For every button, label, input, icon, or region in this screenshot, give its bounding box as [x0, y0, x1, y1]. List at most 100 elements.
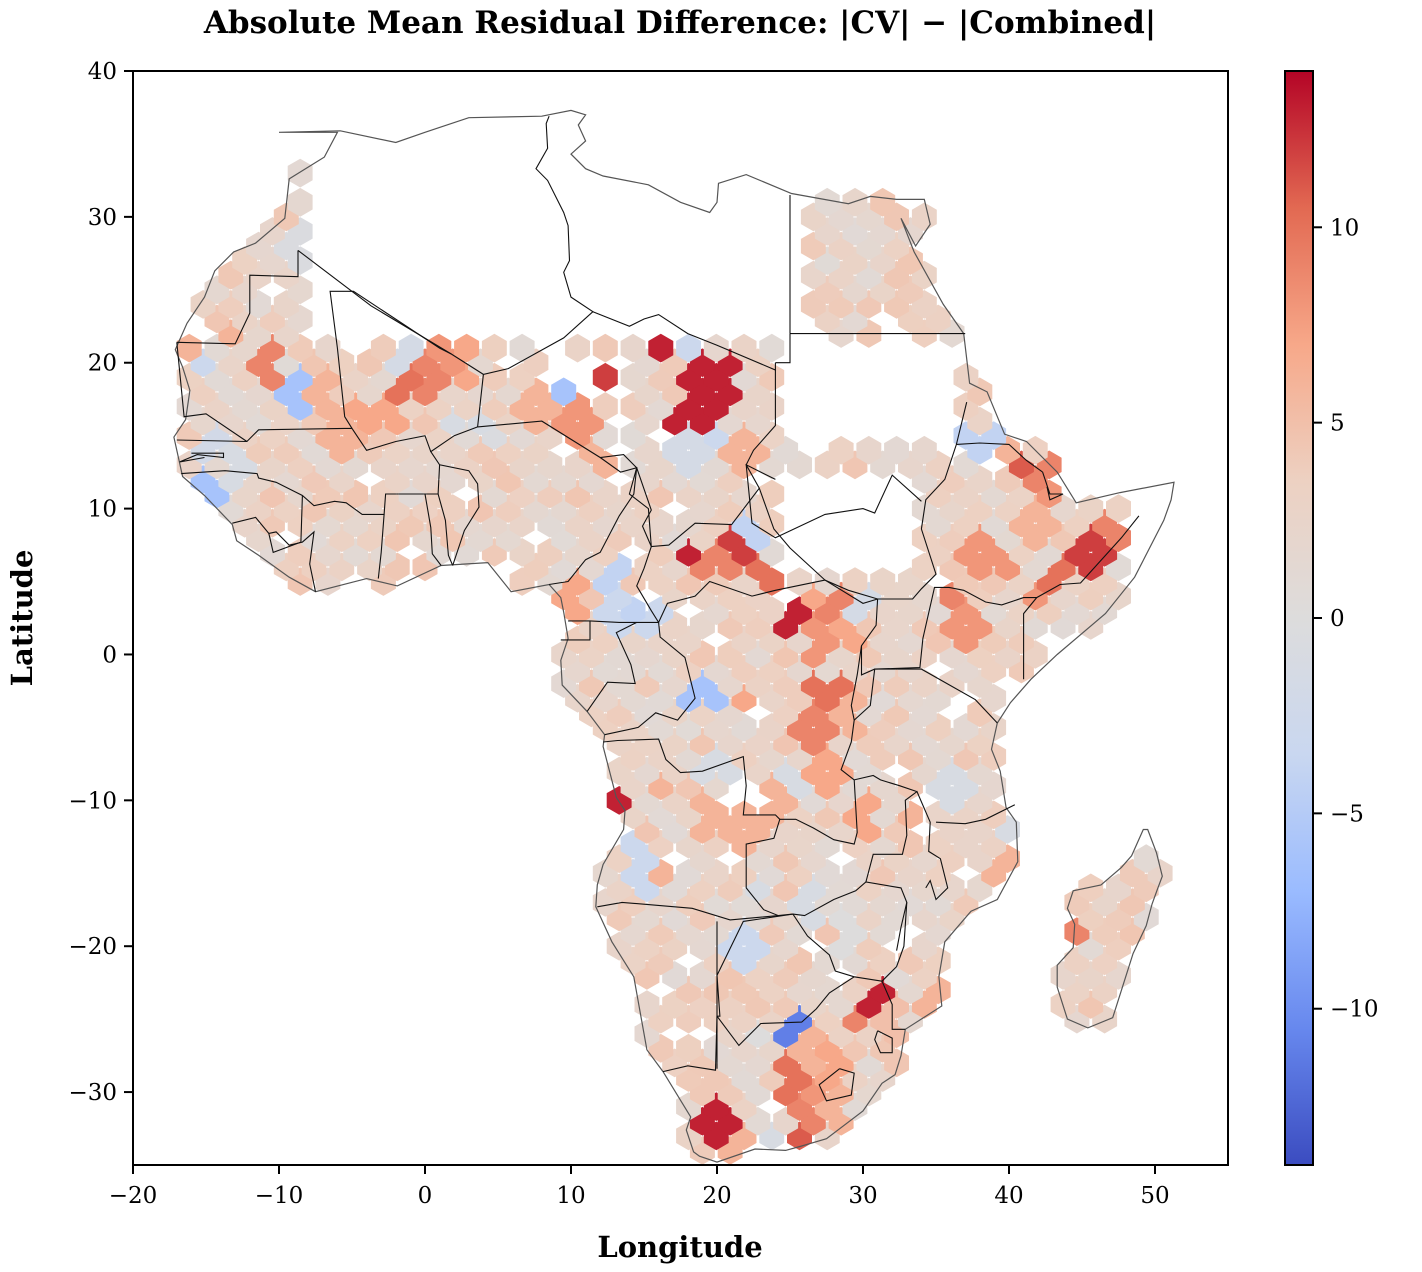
country-border [329, 290, 452, 429]
country-border [297, 115, 594, 375]
madagascar-coastline [1056, 828, 1163, 1029]
y-tick-label: 10 [88, 497, 117, 523]
hex-cell [759, 333, 785, 363]
country-border [874, 1030, 893, 1054]
country-border [896, 902, 908, 951]
chart-title: Absolute Mean Residual Difference: |CV| … [203, 5, 1156, 41]
country-border [824, 528, 937, 600]
y-tick-label: −30 [68, 1080, 117, 1106]
hex-cell [911, 435, 937, 465]
country-border [716, 976, 855, 1047]
hex-cell [1133, 844, 1159, 874]
country-border [775, 333, 791, 364]
hex-cell [842, 187, 868, 217]
y-tick-label: 30 [88, 205, 117, 231]
hex-cell [676, 1033, 701, 1063]
hex-cell [176, 333, 202, 363]
x-tick-label: −20 [109, 1183, 158, 1209]
hexbin-layer [176, 158, 1173, 1165]
y-tick-label: −10 [68, 788, 117, 814]
country-border [176, 250, 299, 345]
country-border [792, 881, 908, 982]
country-border [935, 804, 1016, 825]
hex-cell [370, 333, 396, 363]
hex-cell [592, 362, 618, 392]
colorbar-tick-label: 10 [1330, 215, 1359, 241]
country-border [662, 1016, 718, 1073]
hex-cell [592, 392, 618, 421]
x-axis-label: Longitude [597, 1230, 762, 1264]
country-border [716, 975, 721, 1017]
country-border [1023, 515, 1140, 680]
y-axis-ticks: −30 −20 −10 0 10 20 30 40 [68, 59, 133, 1106]
country-border [818, 1068, 855, 1102]
hex-cell [481, 333, 507, 363]
plot-frame [132, 70, 1229, 1166]
hex-cell [315, 333, 341, 363]
country-border [377, 514, 385, 579]
country-border [592, 311, 776, 371]
y-tick-label: 0 [102, 642, 117, 668]
country-border [745, 370, 878, 604]
x-tick-label: 20 [702, 1183, 731, 1209]
hex-cell [648, 333, 674, 363]
hex-cell [454, 333, 480, 363]
hex-cell [703, 333, 729, 363]
y-tick-label: 40 [88, 59, 117, 85]
country-border [716, 913, 883, 982]
country-border [424, 493, 442, 566]
country-border [603, 738, 793, 917]
hex-cell [509, 333, 535, 363]
x-tick-label: 10 [556, 1183, 585, 1209]
y-axis-label: Latitude [5, 550, 39, 687]
country-border [956, 442, 1043, 473]
country-border [597, 901, 779, 921]
country-border [586, 621, 637, 712]
hex-cell [398, 333, 424, 363]
country-border [549, 457, 638, 586]
colorbar-ticks: −10 −5 0 5 10 [1313, 215, 1379, 1023]
country-border [560, 620, 591, 641]
colorbar-tick-label: 5 [1330, 411, 1345, 437]
country-border [568, 620, 696, 736]
hex-cell [828, 435, 854, 465]
country-border [437, 493, 454, 566]
hex-cell [565, 333, 590, 363]
colorbar [1285, 71, 1313, 1165]
country-border [865, 790, 949, 901]
hex-cell [731, 333, 757, 363]
colorbar-tick-label: 0 [1330, 606, 1345, 632]
country-border [854, 774, 918, 793]
country-border [268, 530, 317, 592]
x-axis-ticks: −20 −10 0 10 20 30 40 50 [109, 1165, 1170, 1209]
country-border [477, 420, 760, 548]
country-border [881, 980, 906, 1030]
hex-cell [870, 567, 896, 596]
country-border [232, 495, 303, 554]
hex-cell [287, 158, 313, 188]
country-border [628, 467, 826, 624]
hex-cell [1106, 494, 1131, 523]
country-border [860, 586, 1037, 676]
hex-cell [856, 435, 882, 465]
hex-cell [676, 333, 701, 363]
country-border [779, 598, 879, 845]
x-tick-label: 40 [994, 1183, 1023, 1209]
country-borders-layer [173, 109, 1175, 1163]
colorbar-tick-label: −5 [1330, 801, 1364, 827]
country-border [176, 427, 432, 452]
country-border [920, 401, 968, 530]
hex-cell [592, 333, 618, 363]
hex-cell [1078, 873, 1104, 903]
hex-cell [814, 187, 840, 217]
hex-cell [620, 333, 646, 363]
country-border [176, 342, 248, 442]
plot-area [173, 109, 1175, 1165]
hex-cell [551, 377, 577, 407]
hex-cell [759, 479, 785, 509]
x-tick-label: −10 [255, 1183, 304, 1209]
hex-cell [870, 187, 896, 217]
colorbar-tick-label: −10 [1330, 997, 1379, 1023]
country-border [179, 452, 225, 463]
